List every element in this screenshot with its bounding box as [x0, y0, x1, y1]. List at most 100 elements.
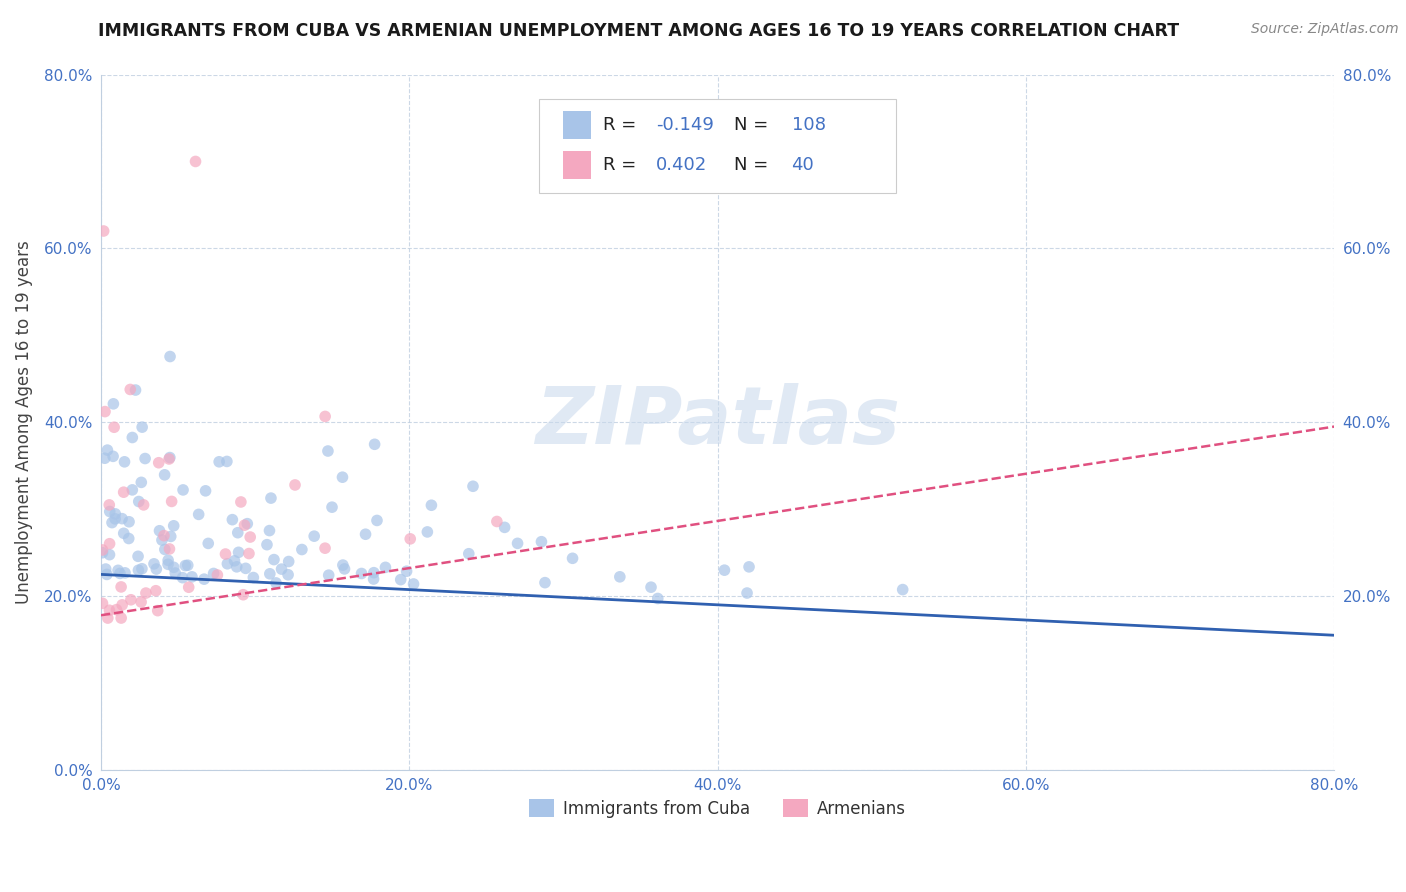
- Point: [98, 504, 121, 518]
- Point: [485, 515, 508, 529]
- Point: [157, 553, 180, 567]
- Point: [236, 516, 259, 531]
- Point: [101, 516, 124, 530]
- Point: [530, 534, 553, 549]
- Point: [214, 547, 236, 561]
- Point: [105, 602, 128, 616]
- Point: [374, 560, 396, 574]
- Point: [735, 586, 758, 600]
- FancyBboxPatch shape: [538, 99, 897, 193]
- Point: [332, 470, 354, 484]
- Point: [172, 571, 194, 585]
- Point: [121, 483, 143, 497]
- Point: [395, 564, 418, 578]
- Point: [98, 548, 121, 562]
- Text: R =: R =: [603, 116, 643, 135]
- Point: [318, 568, 340, 582]
- Point: [103, 397, 125, 411]
- Point: [891, 582, 914, 597]
- Point: [91, 546, 114, 560]
- Point: [132, 498, 155, 512]
- Point: [402, 577, 425, 591]
- Point: [321, 500, 343, 515]
- Point: [350, 566, 373, 581]
- Point: [159, 450, 181, 465]
- Point: [187, 508, 209, 522]
- Point: [143, 557, 166, 571]
- Point: [177, 558, 200, 573]
- Point: [111, 598, 134, 612]
- Point: [207, 568, 229, 582]
- Point: [221, 513, 243, 527]
- Point: [316, 444, 339, 458]
- Point: [277, 567, 299, 582]
- Point: [270, 562, 292, 576]
- FancyBboxPatch shape: [564, 151, 591, 178]
- Point: [94, 451, 117, 466]
- Point: [91, 543, 114, 558]
- Point: [420, 498, 443, 512]
- Point: [120, 383, 142, 397]
- Text: 0.402: 0.402: [655, 156, 707, 174]
- Point: [94, 562, 117, 576]
- Point: [153, 542, 176, 557]
- Point: [416, 524, 439, 539]
- Point: [112, 485, 135, 500]
- Point: [103, 420, 125, 434]
- Point: [259, 524, 281, 538]
- Point: [93, 224, 115, 238]
- Point: [163, 518, 186, 533]
- Point: [96, 443, 118, 458]
- Text: -0.149: -0.149: [655, 116, 714, 135]
- Point: [256, 538, 278, 552]
- Point: [129, 475, 152, 490]
- Point: [172, 483, 194, 497]
- Point: [148, 524, 170, 538]
- Point: [461, 479, 484, 493]
- Text: 40: 40: [792, 156, 814, 174]
- Point: [159, 541, 181, 556]
- Point: [153, 528, 176, 542]
- Point: [104, 512, 127, 526]
- Point: [107, 563, 129, 577]
- Legend: Immigrants from Cuba, Armenians: Immigrants from Cuba, Armenians: [523, 793, 912, 824]
- Point: [263, 552, 285, 566]
- Point: [114, 566, 136, 580]
- Point: [112, 526, 135, 541]
- Point: [124, 383, 146, 397]
- Point: [165, 566, 187, 580]
- Text: N =: N =: [734, 116, 773, 135]
- Point: [104, 507, 127, 521]
- Point: [314, 541, 336, 556]
- Point: [228, 545, 250, 559]
- Text: R =: R =: [603, 156, 643, 174]
- Text: 108: 108: [792, 116, 825, 135]
- Point: [157, 558, 180, 572]
- Point: [150, 533, 173, 547]
- Point: [264, 575, 287, 590]
- Point: [163, 560, 186, 574]
- Point: [120, 592, 142, 607]
- Text: Source: ZipAtlas.com: Source: ZipAtlas.com: [1251, 22, 1399, 37]
- Point: [121, 430, 143, 444]
- Point: [110, 580, 132, 594]
- Point: [561, 551, 583, 566]
- Point: [98, 537, 121, 551]
- Y-axis label: Unemployment Among Ages 16 to 19 years: Unemployment Among Ages 16 to 19 years: [15, 240, 32, 604]
- Point: [118, 532, 141, 546]
- Point: [131, 420, 153, 434]
- Point: [177, 580, 200, 594]
- Point: [145, 562, 167, 576]
- Point: [235, 561, 257, 575]
- Point: [389, 573, 412, 587]
- Text: IMMIGRANTS FROM CUBA VS ARMENIAN UNEMPLOYMENT AMONG AGES 16 TO 19 YEARS CORRELAT: IMMIGRANTS FROM CUBA VS ARMENIAN UNEMPLO…: [98, 22, 1180, 40]
- Point: [457, 547, 479, 561]
- Point: [153, 467, 176, 482]
- Point: [174, 558, 197, 573]
- Point: [97, 611, 120, 625]
- Point: [302, 529, 325, 543]
- Point: [224, 554, 246, 568]
- Point: [363, 572, 385, 586]
- Point: [277, 555, 299, 569]
- Point: [159, 350, 181, 364]
